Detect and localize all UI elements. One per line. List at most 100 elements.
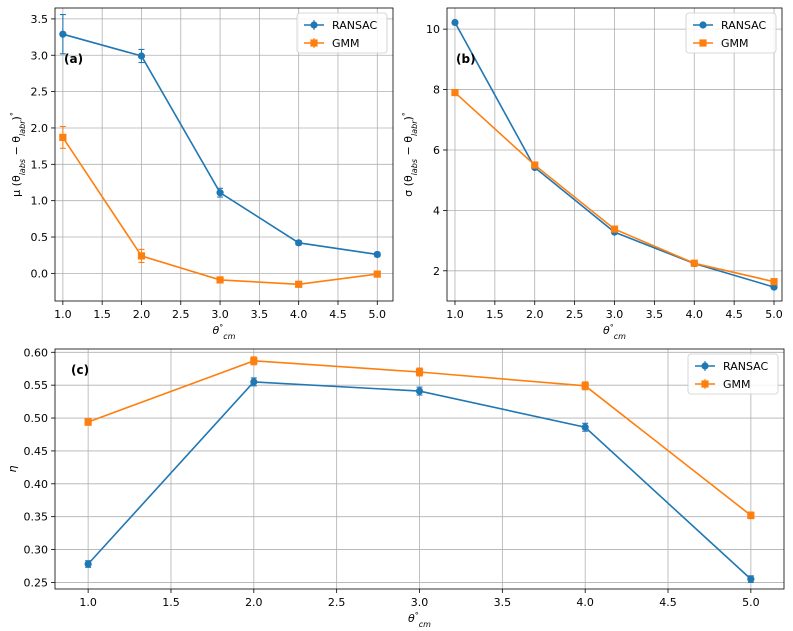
y-tick-label: 0.0: [31, 267, 49, 280]
legend: RANSAC GMM: [685, 12, 777, 54]
x-tick-label: 2.0: [526, 308, 544, 321]
data-point-gmm: [84, 418, 92, 426]
x-tick-label: 1.0: [446, 308, 464, 321]
data-point-ransac: [295, 239, 303, 247]
data-point-gmm: [59, 133, 67, 142]
legend-marker: [310, 39, 318, 47]
series-gmm: [59, 125, 381, 288]
x-tick-label: 1.5: [162, 596, 180, 609]
x-tick-label: 3.5: [646, 308, 664, 321]
y-tick-label: 3.5: [31, 13, 49, 26]
y-tick-label: 10: [426, 23, 440, 36]
x-tick-label: 4.5: [659, 596, 677, 609]
legend-entry: GMM: [721, 37, 749, 50]
x-tick-label: 3.0: [411, 596, 429, 609]
chart-panel-b: 1.0 1.5 2.0 2.5 3.0 3.5 4.0 4.5 5.0 2 4 6 8 10 (b) RANS…: [401, 7, 783, 341]
data-point-ransac: [216, 189, 224, 197]
x-tick-label: 4.5: [329, 308, 347, 321]
legend-entry: RANSAC: [332, 19, 377, 32]
x-tick-label: 4.0: [686, 308, 704, 321]
data-point-gmm: [747, 511, 755, 519]
y-tick-label: 0.25: [24, 576, 49, 589]
legend-entry: RANSAC: [723, 360, 768, 373]
y-tick-label: 3.0: [31, 49, 49, 62]
panel-label: (c): [71, 363, 89, 377]
data-point-ransac: [84, 560, 92, 568]
y-tick-label: 8: [433, 84, 440, 97]
x-tick-label: 1.0: [79, 596, 97, 609]
y-tick-label: 4: [433, 204, 440, 217]
series-ransac: [59, 13, 381, 259]
x-tick-label: 5.0: [765, 308, 783, 321]
legend: RANSAC GMM: [687, 353, 779, 395]
data-point-gmm: [295, 280, 303, 288]
y-tick-label: 0.55: [24, 379, 49, 392]
x-tick-label: 5.0: [742, 596, 760, 609]
plot-frame: [54, 348, 785, 590]
y-tick-label: 0.30: [24, 544, 49, 557]
y-tick-label: 6: [433, 144, 440, 157]
x-tick-label: 1.0: [54, 308, 72, 321]
panel-label: (b): [456, 52, 476, 66]
data-point-ransac: [451, 18, 459, 27]
y-tick-label: 2.5: [31, 86, 49, 99]
x-tick-label: 3.5: [251, 308, 269, 321]
data-point-gmm: [415, 368, 424, 376]
data-point-gmm: [581, 382, 589, 390]
y-tick-label: 0.40: [24, 478, 49, 491]
y-tick-label: 0.45: [24, 445, 49, 458]
data-point-gmm: [137, 252, 146, 260]
legend: RANSAC GMM: [296, 12, 388, 54]
legend-entry: GMM: [723, 378, 751, 391]
legend-marker: [310, 21, 318, 29]
legend-marker: [701, 362, 709, 370]
legend-entry: GMM: [332, 37, 360, 50]
x-tick-label: 2.5: [172, 308, 190, 321]
y-tick-label: 0.35: [24, 511, 49, 524]
series-ransac: [84, 377, 755, 583]
y-tick-label: 1.5: [31, 158, 49, 171]
data-point-ransac: [747, 575, 755, 583]
y-tick-label: 1.0: [31, 195, 49, 208]
panel-label: (a): [64, 52, 83, 66]
data-point-gmm: [610, 225, 619, 233]
data-point-ransac: [373, 250, 381, 259]
x-tick-label: 2.5: [566, 308, 584, 321]
y-tick-label: 2: [433, 265, 440, 278]
x-tick-label: 1.5: [486, 308, 504, 321]
x-tick-label: 4.0: [290, 308, 308, 321]
legend-marker: [701, 380, 709, 388]
data-point-ransac: [137, 52, 146, 60]
data-point-ransac: [59, 30, 67, 38]
x-tick-label: 3.5: [494, 596, 512, 609]
legend-entry: RANSAC: [721, 19, 766, 32]
series-gmm: [451, 88, 778, 286]
x-tick-label: 1.5: [93, 308, 111, 321]
x-axis-label: θ°cm: [213, 323, 236, 341]
plot-frame: [54, 7, 394, 302]
data-point-ransac: [770, 283, 778, 291]
y-axis-label: μ (θlabs − θlabr)°: [9, 112, 27, 197]
series-gmm: [84, 356, 755, 520]
plot-frame: [446, 7, 783, 302]
data-point-gmm: [451, 88, 459, 97]
x-tick-label: 4.0: [576, 596, 594, 609]
data-point-gmm: [373, 270, 381, 278]
x-tick-label: 2.5: [328, 596, 346, 609]
y-axis-label: η: [6, 465, 19, 472]
x-axis-label: θ°cm: [603, 323, 626, 341]
data-point-gmm: [531, 161, 539, 169]
y-axis-label: σ (θlabs − θlabr)°: [401, 112, 419, 197]
x-tick-label: 4.5: [725, 308, 743, 321]
x-tick-label: 5.0: [369, 308, 387, 321]
x-tick-label: 3.0: [211, 308, 229, 321]
chart-panel-c: 1.0 1.5 2.0 2.5 3.0 3.5 4.0 4.5 5.0 0.25 0.30 0.35 0…: [6, 346, 785, 629]
chart-panel-a: 1.0 1.5 2.0 2.5 3.0 3.5 4.0 4.5 5.0 0.0 0.5 1.0 1.5 2…: [9, 7, 394, 341]
data-point-ransac: [415, 387, 424, 395]
x-axis-label: θ°cm: [408, 611, 431, 629]
y-tick-label: 0.50: [24, 412, 49, 425]
data-point-gmm: [770, 278, 778, 286]
y-tick-label: 0.60: [24, 346, 49, 359]
y-tick-label: 2.0: [31, 122, 49, 135]
